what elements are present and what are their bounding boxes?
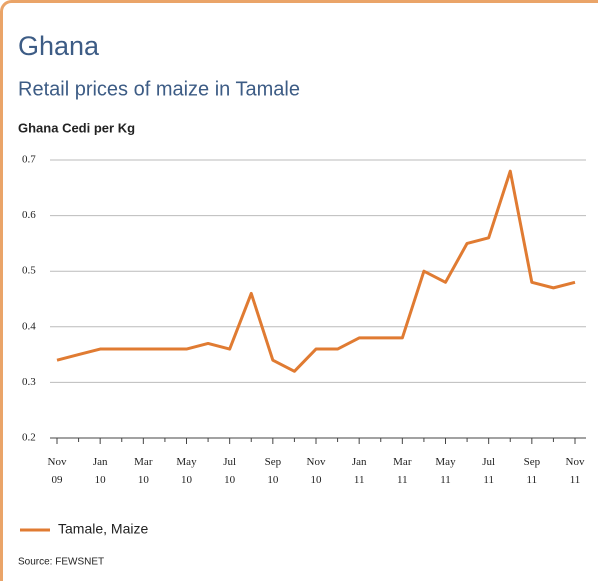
x-tick-label: Jan 11: [352, 456, 367, 486]
x-tick-label: Mar 11: [393, 456, 412, 486]
x-tick-label: Sep 11: [524, 456, 541, 486]
y-tick-label: 0.4: [22, 320, 36, 332]
x-tick-label: Sep 10: [265, 456, 282, 486]
legend-label: Tamale, Maize: [58, 521, 148, 537]
chart-title: Ghana: [18, 31, 100, 61]
x-tick-label: Nov 10: [307, 456, 326, 486]
y-tick-label: 0.5: [22, 265, 36, 277]
y-tick-label: 0.2: [22, 432, 36, 444]
source: Source: FEWSNET: [18, 557, 104, 568]
y-tick-label: 0.6: [22, 209, 36, 221]
x-tick-label: Jul 10: [223, 456, 236, 486]
x-tick-label: Jan 10: [93, 456, 108, 486]
x-tick-label: Nov 11: [566, 456, 585, 486]
x-tick-label: Mar 10: [134, 456, 153, 486]
y-axis-label: Ghana Cedi per Kg: [18, 120, 135, 135]
y-tick-label: 0.3: [22, 376, 36, 388]
x-tick-label: Nov 09: [48, 456, 67, 486]
data-line: [56, 169, 576, 373]
x-tick-label: May 11: [435, 456, 456, 486]
chart-subtitle: Retail prices of maize in Tamale: [18, 78, 300, 100]
x-tick-label: Jul 11: [482, 456, 495, 486]
x-tick-label: May 10: [176, 456, 197, 486]
y-tick-label: 0.7: [22, 154, 36, 166]
